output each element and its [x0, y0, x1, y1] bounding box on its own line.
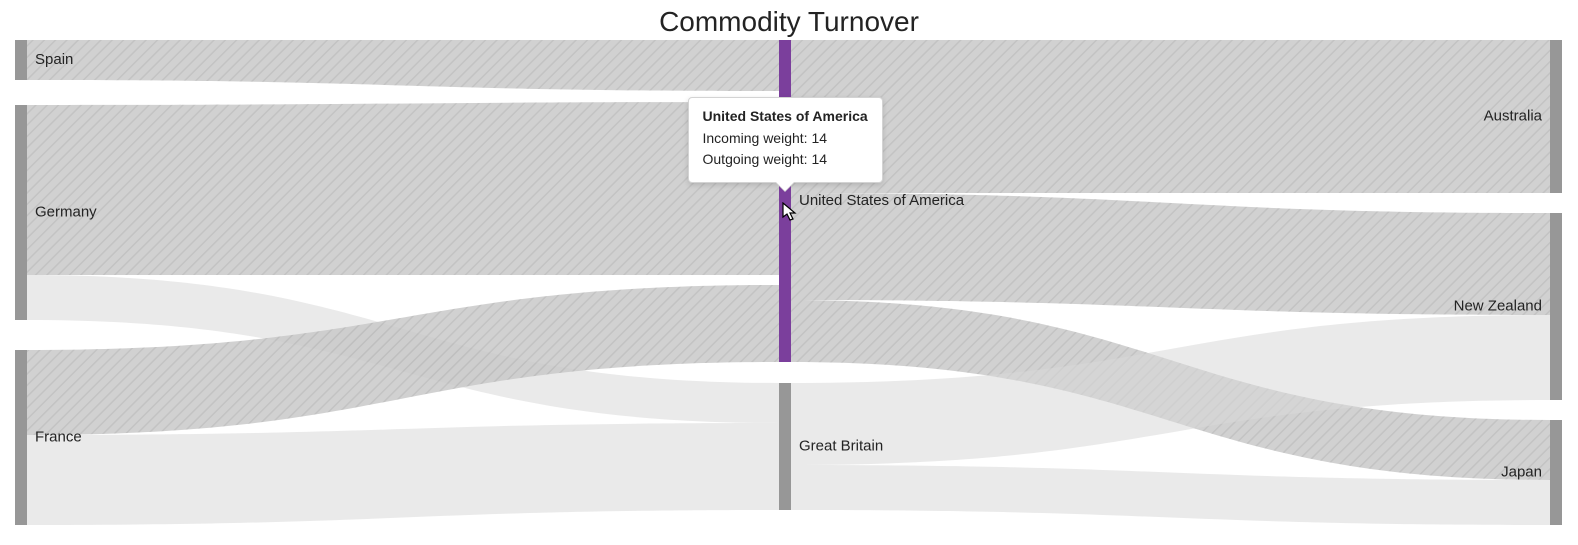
- sankey-node-label-gb: Great Britain: [799, 437, 883, 454]
- sankey-node-australia[interactable]: [1550, 40, 1562, 193]
- sankey-node-label-spain: Spain: [35, 51, 73, 68]
- sankey-link-spain-usa[interactable]: [27, 40, 779, 91]
- tooltip: United States of America Incoming weight…: [688, 97, 883, 183]
- tooltip-title: United States of America: [703, 108, 868, 124]
- sankey-node-france[interactable]: [15, 350, 27, 525]
- sankey-link-usa-australia[interactable]: [791, 40, 1550, 193]
- sankey-node-spain[interactable]: [15, 40, 27, 80]
- sankey-node-germany[interactable]: [15, 105, 27, 320]
- sankey-node-label-usa: United States of America: [799, 192, 965, 209]
- sankey-node-label-newzealand: New Zealand: [1454, 297, 1542, 314]
- sankey-link-france-gb[interactable]: [27, 423, 779, 525]
- sankey-node-label-germany: Germany: [35, 203, 97, 220]
- chart-title: Commodity Turnover: [0, 0, 1578, 38]
- sankey-node-newzealand[interactable]: [1550, 213, 1562, 400]
- sankey-chart: Spain Germany France United States of Ameri…: [0, 38, 1578, 528]
- tooltip-line-incoming: Incoming weight: 14: [703, 128, 868, 149]
- sankey-link-germany-usa[interactable]: [27, 102, 779, 275]
- sankey-node-label-australia: Australia: [1484, 107, 1543, 124]
- sankey-node-japan[interactable]: [1550, 420, 1562, 525]
- sankey-node-label-france: France: [35, 428, 82, 445]
- sankey-node-usa[interactable]: [779, 40, 791, 362]
- sankey-node-gb[interactable]: [779, 383, 791, 510]
- sankey-node-label-japan: Japan: [1501, 463, 1542, 480]
- tooltip-line-outgoing: Outgoing weight: 14: [703, 149, 868, 170]
- sankey-link-usa-newzealand[interactable]: [791, 193, 1550, 315]
